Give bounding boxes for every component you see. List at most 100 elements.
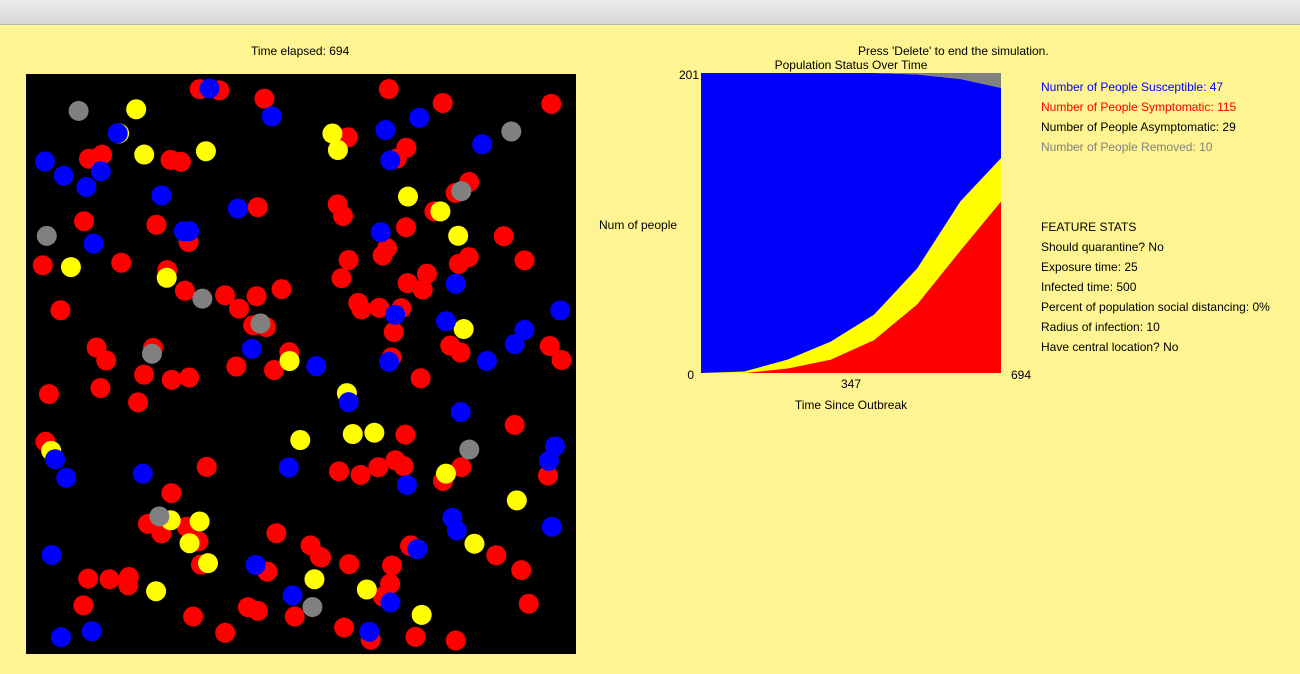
person-dot	[74, 211, 95, 232]
feature-stat: Should quarantine? No	[1041, 240, 1164, 254]
person-dot	[134, 144, 155, 165]
person-dot	[450, 402, 471, 423]
person-dot	[448, 225, 469, 246]
person-dot	[279, 351, 300, 372]
person-dot	[430, 201, 451, 222]
person-dot	[183, 606, 204, 627]
person-dot	[300, 535, 321, 556]
person-dot	[518, 593, 539, 614]
person-dot	[506, 490, 527, 511]
person-dot	[302, 597, 323, 618]
x-tick-label: 347	[841, 377, 861, 391]
person-dot	[331, 268, 352, 289]
person-dot	[284, 606, 305, 627]
person-dot	[195, 141, 216, 162]
person-dot	[544, 436, 565, 457]
person-dot	[261, 106, 282, 127]
person-dot	[551, 350, 572, 371]
simulation-canvas	[26, 74, 576, 654]
person-dot	[96, 350, 117, 371]
person-dot	[151, 185, 172, 206]
person-dot	[375, 120, 396, 141]
person-dot	[370, 222, 391, 243]
person-dot	[412, 279, 433, 300]
person-dot	[338, 392, 359, 413]
person-dot	[179, 367, 200, 388]
person-dot	[237, 597, 258, 618]
x-axis-label: Time Since Outbreak	[795, 398, 908, 412]
x-tick-label: 694	[1011, 368, 1031, 382]
person-dot	[328, 461, 349, 482]
person-dot	[278, 457, 299, 478]
person-dot	[254, 88, 275, 109]
person-dot	[504, 334, 525, 355]
person-dot	[342, 424, 363, 445]
person-dot	[445, 273, 466, 294]
person-dot	[50, 300, 71, 321]
person-dot	[34, 151, 55, 172]
person-dot	[56, 467, 77, 488]
person-dot	[83, 233, 104, 254]
person-dot	[435, 463, 456, 484]
person-dot	[383, 322, 404, 343]
person-dot	[92, 144, 113, 165]
person-dot	[442, 507, 463, 528]
person-dot	[60, 257, 81, 278]
person-dot	[539, 335, 560, 356]
person-dot	[459, 439, 480, 460]
person-dot	[486, 545, 507, 566]
person-dot	[514, 250, 535, 271]
person-dot	[282, 585, 303, 606]
legend-entry: Number of People Asymptomatic: 29	[1041, 120, 1236, 134]
person-dot	[229, 298, 250, 319]
feature-stat: Radius of infection: 10	[1041, 320, 1160, 334]
area	[701, 201, 1001, 373]
person-dot	[73, 595, 94, 616]
person-dot	[68, 100, 89, 121]
person-dot	[41, 544, 62, 565]
person-dot	[350, 464, 371, 485]
person-dot	[141, 343, 162, 364]
person-dot	[351, 299, 372, 320]
instruction: Press 'Delete' to end the simulation.	[858, 44, 1049, 58]
person-dot	[411, 604, 432, 625]
person-dot	[50, 627, 71, 648]
person-dot	[196, 456, 217, 477]
person-dot	[339, 554, 360, 575]
person-dot	[322, 123, 343, 144]
person-dot	[146, 214, 167, 235]
person-dot	[174, 280, 195, 301]
area	[701, 73, 1001, 88]
person-dot	[381, 555, 402, 576]
person-dot	[378, 351, 399, 372]
person-dot	[250, 313, 271, 334]
person-dot	[550, 300, 571, 321]
person-dot	[396, 474, 417, 495]
person-dot	[396, 217, 417, 238]
person-dot	[451, 181, 472, 202]
person-dot	[356, 579, 377, 600]
feature-stat: Exposure time: 25	[1041, 260, 1138, 274]
person-dot	[107, 123, 128, 144]
person-dot	[364, 422, 385, 443]
person-dot	[90, 377, 111, 398]
person-dot	[432, 92, 453, 113]
person-dot	[380, 150, 401, 171]
person-dot	[338, 249, 359, 270]
person-dot	[32, 255, 53, 276]
person-dot	[161, 483, 182, 504]
person-dot	[215, 285, 236, 306]
person-dot	[397, 186, 418, 207]
person-dot	[368, 457, 389, 478]
person-dot	[266, 523, 287, 544]
person-dot	[90, 161, 111, 182]
person-dot	[76, 176, 97, 197]
legend-entry: Number of People Symptomatic: 115	[1041, 100, 1237, 114]
person-dot	[493, 226, 514, 247]
legend-entry: Number of People Susceptible: 47	[1041, 80, 1224, 94]
person-dot	[241, 338, 262, 359]
person-dot	[504, 414, 525, 435]
person-dot	[179, 533, 200, 554]
person-dot	[511, 560, 532, 581]
